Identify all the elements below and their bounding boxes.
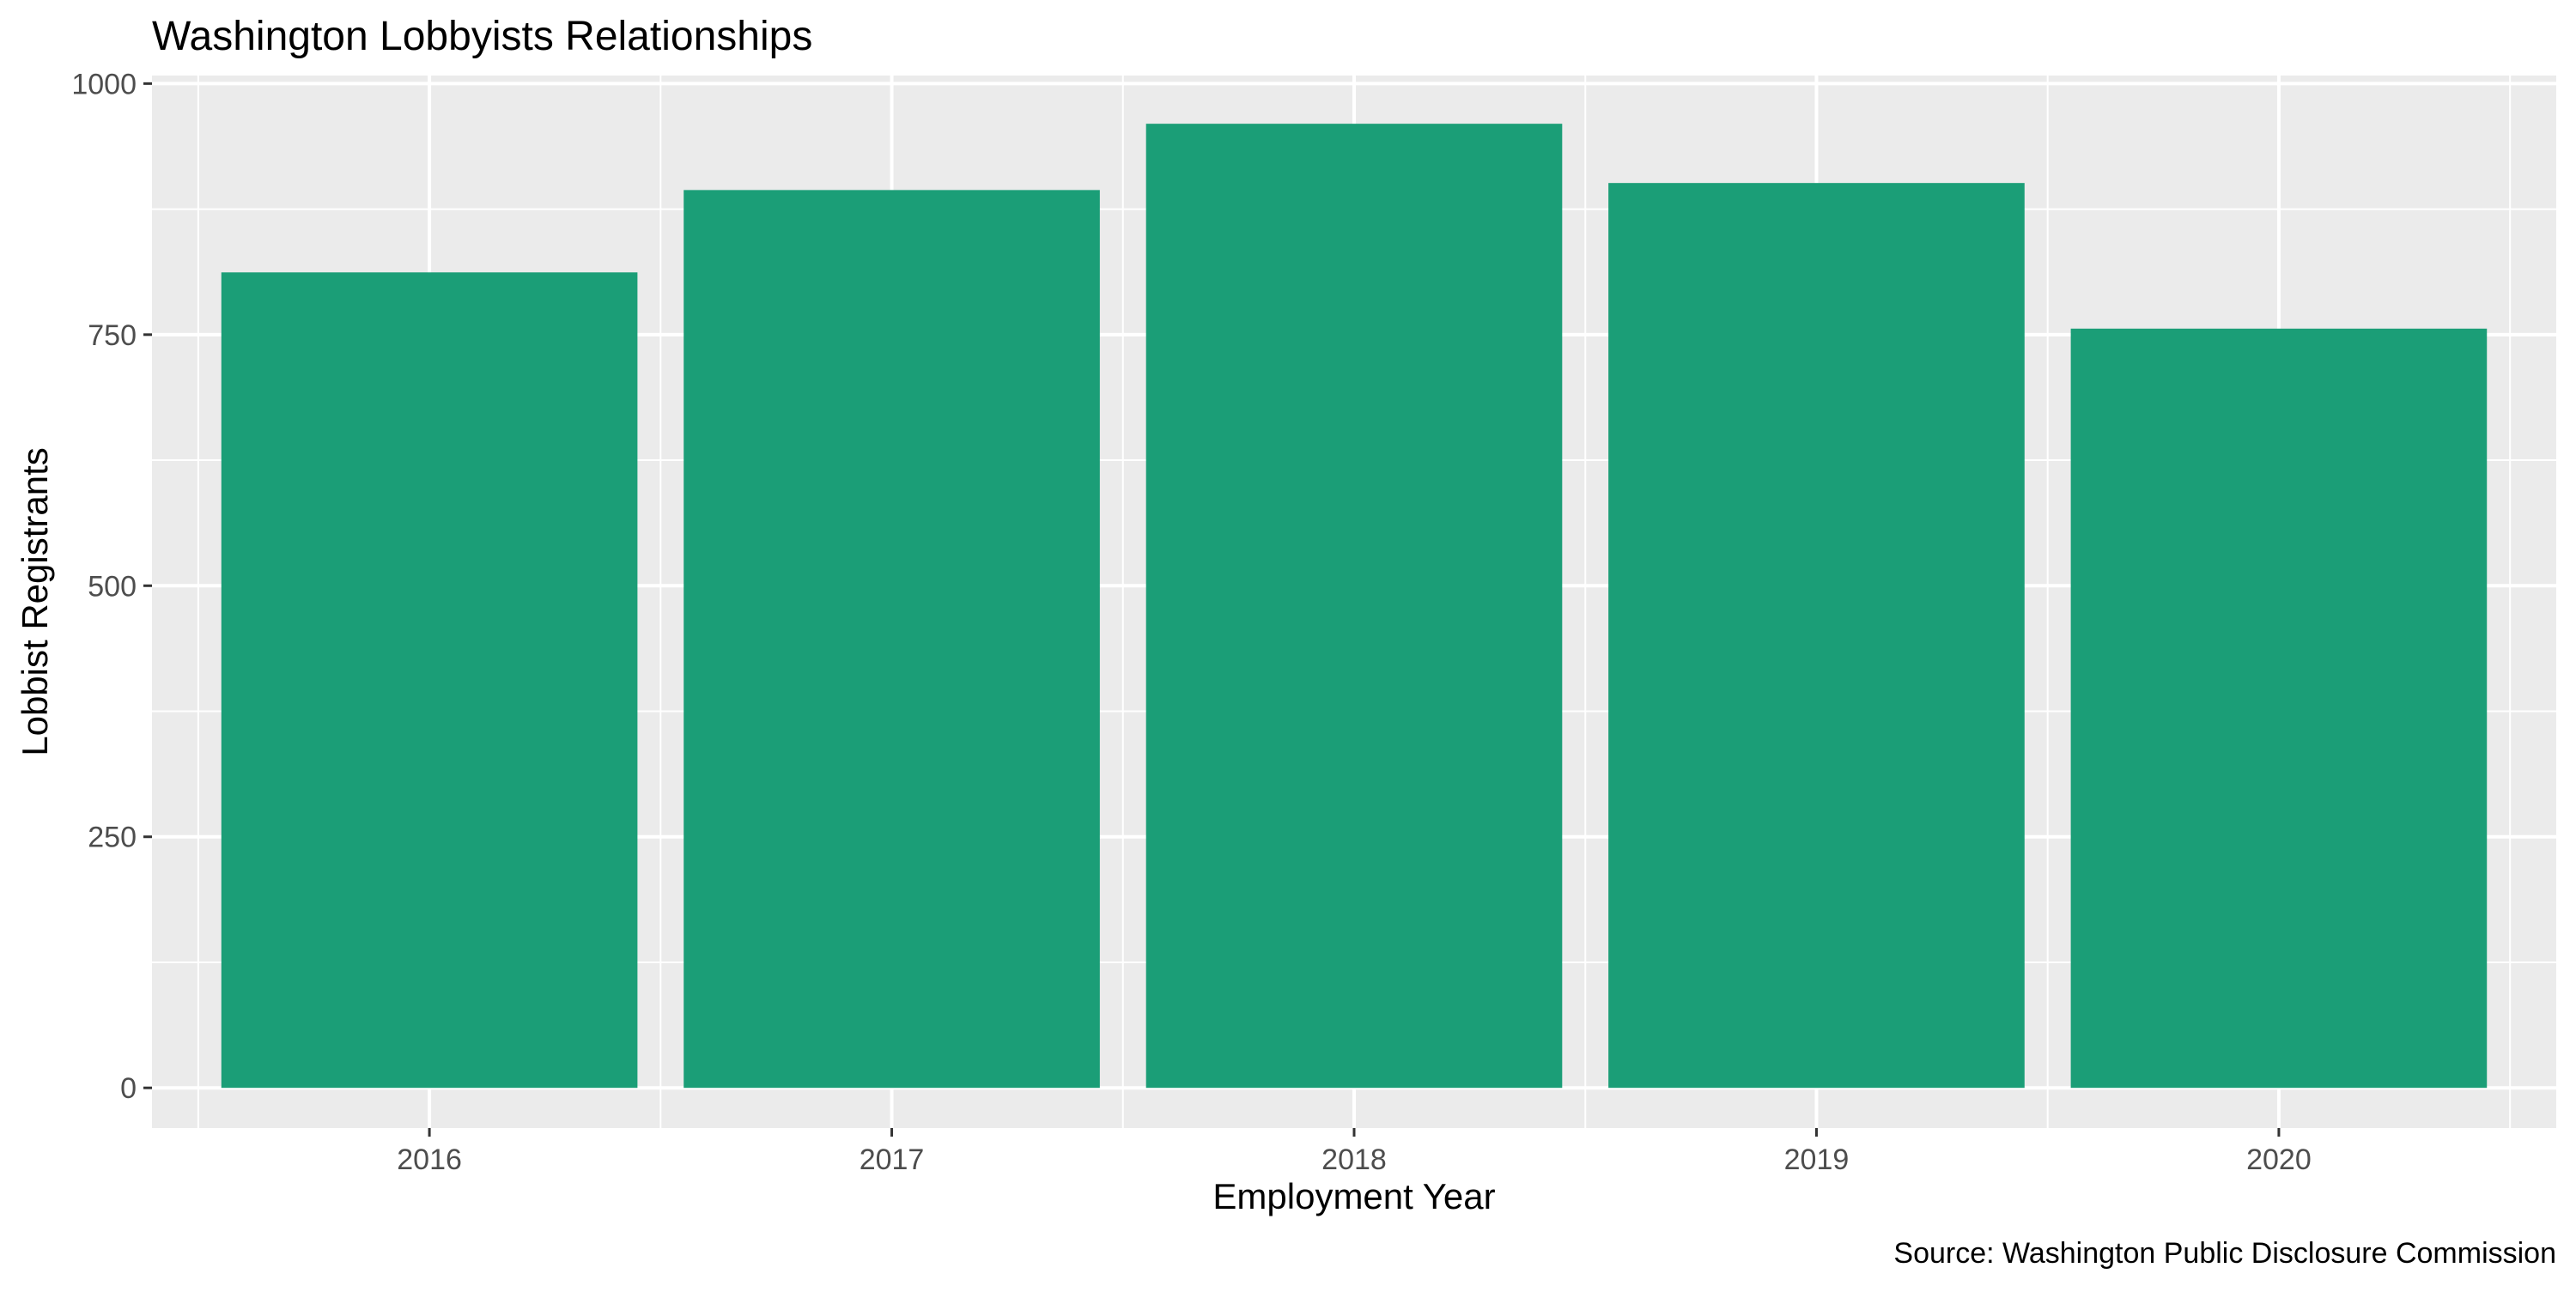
x-tick-label: 2018 — [1321, 1143, 1387, 1176]
chart-title: Washington Lobbyists Relationships — [152, 14, 812, 59]
y-tick-label: 1000 — [71, 68, 137, 100]
x-axis-label: Employment Year — [1212, 1176, 1495, 1216]
bars — [221, 124, 2488, 1089]
bar-2019 — [1608, 183, 2025, 1089]
x-tick-label: 2016 — [397, 1143, 462, 1176]
bar-2017 — [683, 190, 1100, 1089]
y-tick-label: 500 — [88, 570, 137, 603]
bar-2018 — [1145, 124, 1563, 1089]
x-tick-label: 2017 — [860, 1143, 925, 1176]
x-axis: 2016 2017 2018 2019 2020 — [397, 1128, 2312, 1176]
y-axis: 0 250 500 750 1000 — [71, 68, 152, 1105]
y-axis-label: Lobbist Registrants — [15, 447, 55, 756]
bar-2020 — [2070, 328, 2488, 1089]
x-tick-label: 2019 — [1784, 1143, 1850, 1176]
y-tick-label: 750 — [88, 319, 137, 352]
y-tick-label: 250 — [88, 822, 137, 854]
y-tick-label: 0 — [120, 1072, 137, 1105]
bar-2016 — [221, 272, 638, 1089]
chart-caption: Source: Washington Public Disclosure Com… — [1893, 1237, 2556, 1270]
x-tick-label: 2020 — [2246, 1143, 2312, 1176]
